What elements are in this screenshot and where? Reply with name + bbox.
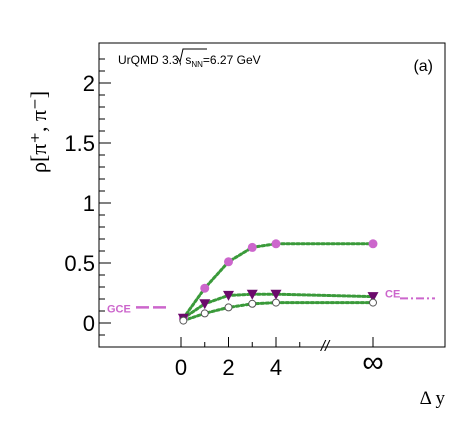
annotation-root: s (185, 53, 191, 67)
data-point-series-2 (179, 316, 188, 325)
y-tick-label: 0 (83, 311, 95, 336)
data-point-series-0 (368, 239, 378, 249)
x-tick-label: ∞ (362, 346, 383, 379)
data-point-series-2 (248, 299, 257, 308)
x-tick-label: 4 (270, 355, 282, 380)
chart-annotation: UrQMD 3.3, sNN=6.27 GeV (118, 53, 261, 69)
sqrt-sign (177, 48, 207, 64)
x-tick-label: 2 (222, 355, 234, 380)
axis-break: // (320, 338, 331, 355)
data-point-series-2 (272, 298, 280, 307)
data-point-series-0 (224, 257, 233, 267)
annotation-prefix: UrQMD 3.3, (118, 53, 185, 67)
y-tick-label: 2 (83, 71, 95, 96)
ce-limit-label: CE (385, 288, 400, 300)
x-tick-label: 0 (175, 355, 187, 380)
fit-curve-series-0 (181, 242, 375, 320)
data-point-series-1 (246, 289, 258, 300)
y-tick-label: 1 (83, 191, 95, 216)
data-point-series-1 (367, 292, 379, 303)
data-point-series-0 (200, 283, 210, 293)
gce-limit-label: GCE (107, 303, 131, 315)
y-axis-title: ρ[π⁺, π⁻] (26, 91, 51, 173)
x-axis-title: Δ y (420, 388, 446, 409)
data-point-series-1 (270, 289, 282, 300)
data-point-series-0 (247, 242, 257, 252)
data-point-series-1 (223, 290, 234, 301)
data-point-series-2 (369, 298, 377, 307)
annotation-suffix: =6.27 GeV (203, 53, 261, 67)
data-point-series-0 (271, 239, 281, 249)
data-point-series-2 (200, 309, 209, 318)
data-point-series-1 (199, 299, 211, 310)
annotation-sub: NN (191, 60, 203, 69)
panel-label: (a) (413, 58, 433, 75)
data-point-series-2 (224, 303, 233, 312)
plot-frame (98, 42, 446, 348)
y-tick-label: 0.5 (64, 251, 95, 276)
y-tick-label: 1.5 (64, 131, 95, 156)
fit-curve-series-1 (181, 292, 375, 320)
